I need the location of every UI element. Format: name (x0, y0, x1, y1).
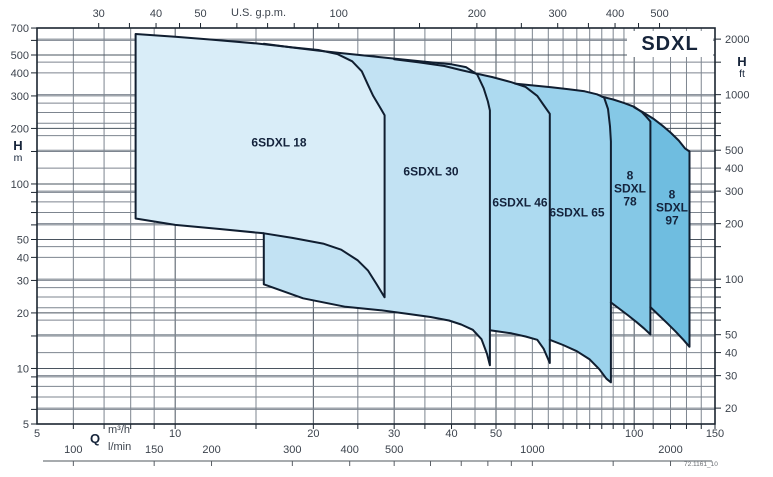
left-tick-label: 30 (17, 275, 29, 287)
pump-model-label-6sdxl-65: 6SDXL 65 (549, 205, 605, 220)
lmin-tick-label: 1000 (520, 444, 544, 456)
pump-region-fills (135, 34, 690, 383)
top-tick-label: 400 (606, 8, 624, 20)
bottom-m3h-label: 150 (706, 428, 724, 440)
right-tick-label: 1000 (725, 90, 749, 102)
right-axis: 2000 1000 500 400 300 200 100 50 40 30 20 (715, 34, 749, 415)
pump-region-outline-8-sdxl-78 (600, 95, 652, 336)
right-axis-symbol: H (737, 54, 747, 69)
top-tick-label: 100 (330, 8, 348, 20)
right-tick-label: 400 (725, 163, 743, 175)
right-tick-label: 100 (725, 274, 743, 286)
pump-region-outline-8-sdxl-97 (633, 106, 691, 348)
plot-border (36, 27, 716, 425)
bottom-axis-m3h-unit: m³/h (108, 424, 130, 436)
pump-model-label-8-sdxl-97: 8 SDXL 97 (655, 187, 689, 228)
pump-region-fill-6sdxl-18 (135, 34, 385, 298)
left-axis-unit: H m (6, 138, 30, 164)
lmin-tick-label: 500 (385, 444, 403, 456)
top-tick-label: 50 (194, 8, 206, 20)
left-tick-label: 200 (11, 123, 29, 135)
right-tick-label: 500 (725, 145, 743, 157)
right-tick-label: 40 (725, 348, 737, 360)
lmin-tick-label: 2000 (658, 444, 682, 456)
pump-region-outline-6sdxl-30 (262, 42, 491, 367)
bottom-m3h-label: 10 (169, 428, 181, 440)
left-tick-label: 400 (11, 68, 29, 80)
top-tick-label: 500 (650, 8, 668, 20)
top-tick-label: 40 (150, 8, 162, 20)
right-tick-label: 300 (725, 186, 743, 198)
pump-region-outline-6sdxl-46 (393, 58, 551, 364)
top-tick-label: 300 (549, 8, 567, 20)
drawing-code-watermark: 72.1161_10 (684, 461, 718, 468)
left-tick-label: 20 (17, 308, 29, 320)
left-tick-label: 700 (11, 23, 29, 35)
lmin-tick-label: 100 (64, 444, 82, 456)
left-axis-symbol: H (13, 138, 23, 153)
right-tick-label: 50 (725, 330, 737, 342)
bottom-m3h-label: 40 (445, 428, 457, 440)
bottom-m3h-label: 20 (307, 428, 319, 440)
left-axis-unit-text: m (13, 152, 23, 164)
left-tick-label: 40 (17, 252, 29, 264)
pump-model-label-6sdxl-46: 6SDXL 46 (492, 195, 548, 210)
lmin-tick-label: 300 (283, 444, 301, 456)
left-tick-label: 100 (11, 179, 29, 191)
lmin-tick-label: 150 (145, 444, 163, 456)
bottom-m3h-label: 5 (34, 428, 40, 440)
pump-model-label-6sdxl-18: 6SDXL 18 (251, 135, 307, 150)
left-tick-label: 5 (23, 419, 29, 431)
left-tick-label: 300 (11, 91, 29, 103)
right-axis-unit-text: ft (739, 68, 745, 80)
bottom-axis-m3h: 5 10 20 30 40 50 100 150 (34, 424, 724, 440)
right-tick-label: 2000 (725, 34, 749, 46)
bottom-axis-q-symbol: Q (90, 431, 101, 446)
lmin-tick-label: 200 (202, 444, 220, 456)
pump-region-fill-8-sdxl-78 (601, 96, 651, 335)
pump-region-outline-6sdxl-65 (514, 82, 612, 384)
bottom-m3h-label: 100 (625, 428, 643, 440)
top-axis: 30 40 50 100 200 300 400 500 (93, 8, 669, 28)
left-tick-label: 50 (17, 235, 29, 247)
right-axis-unit: H ft (730, 54, 754, 80)
bottom-m3h-label: 30 (388, 428, 400, 440)
top-tick-label: 30 (93, 8, 105, 20)
right-tick-label: 30 (725, 371, 737, 383)
left-axis: 700 500 400 300 200 100 50 40 30 20 10 5 (11, 23, 37, 431)
left-tick-label: 10 (17, 363, 29, 375)
bottom-axis-lmin-unit: l/min (108, 441, 132, 453)
pump-model-label-8-sdxl-78: 8 SDXL 78 (613, 168, 647, 209)
top-axis-unit-label: U.S. g.p.m. (231, 7, 287, 19)
pump-model-label-6sdxl-30: 6SDXL 30 (403, 164, 459, 179)
pump-region-outlines (134, 33, 691, 384)
right-tick-label: 20 (725, 403, 737, 415)
bottom-m3h-label: 50 (490, 428, 502, 440)
chart-title: SDXL (627, 31, 713, 57)
lmin-tick-label: 400 (341, 444, 359, 456)
right-tick-label: 200 (725, 219, 743, 231)
left-tick-label: 500 (11, 50, 29, 62)
bottom-axis-lmin: 100 150 200 300 400 500 1000 2000 (43, 444, 712, 466)
top-tick-label: 200 (468, 8, 486, 20)
